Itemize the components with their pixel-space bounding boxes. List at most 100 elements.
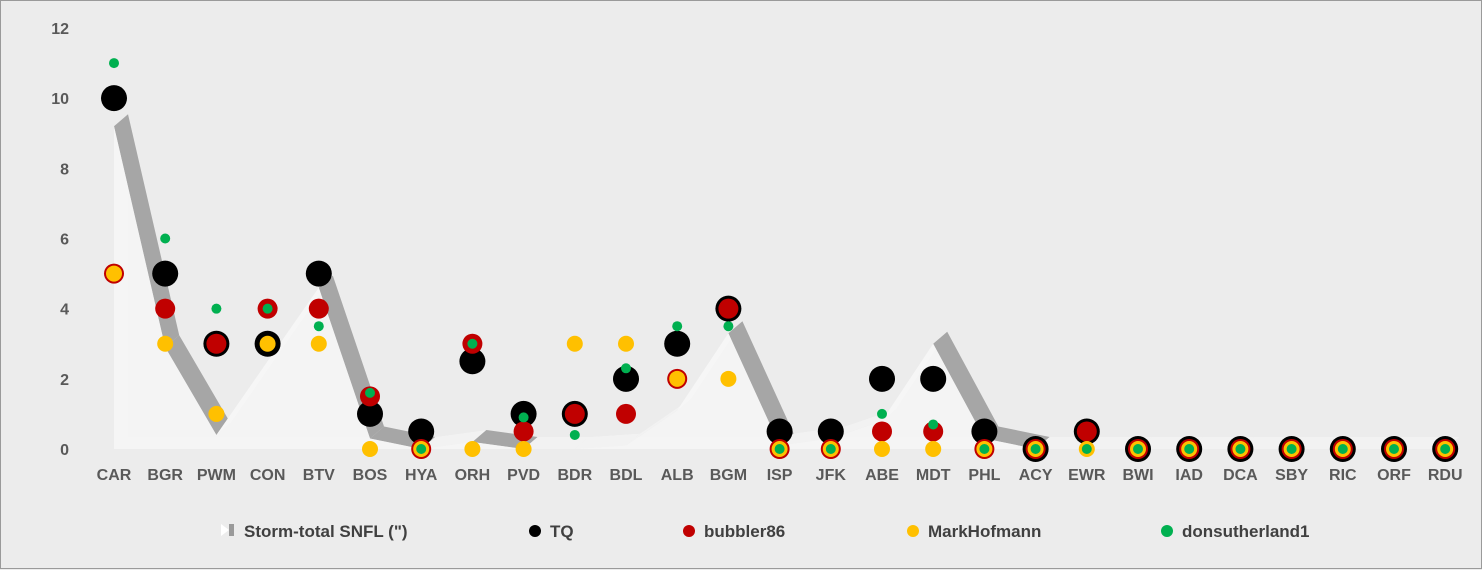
data-point (928, 419, 939, 430)
legend-swatch (907, 525, 919, 537)
y-axis: 0 2 4 6 8 10 12 (51, 21, 69, 459)
x-tick-label: ORF (1377, 467, 1411, 484)
data-point (925, 441, 942, 457)
x-axis: CAR BGR PWM CON BTV BOS HYA ORH PVD BDR BDL ALB BGM I… (97, 467, 1463, 484)
x-tick-label: IAD (1175, 467, 1203, 484)
x-tick-label: BOS (353, 467, 388, 484)
x-tick-label: ACY (1019, 467, 1053, 484)
y-tick-label: 4 (60, 302, 69, 319)
area-top-segment (933, 331, 999, 439)
data-point (1030, 444, 1041, 454)
data-point (357, 400, 383, 427)
data-point (310, 335, 327, 352)
x-tick-label: ABE (865, 467, 899, 484)
plot-area (101, 58, 1460, 462)
data-point (152, 260, 179, 287)
x-tick-label: BTV (303, 467, 335, 484)
data-point (408, 418, 435, 445)
x-tick-label: BGR (147, 467, 183, 484)
x-tick-label: HYA (405, 467, 438, 484)
data-point (308, 298, 329, 319)
area-top-segment (114, 114, 180, 348)
data-point (1081, 444, 1092, 454)
x-tick-label: RIC (1329, 467, 1357, 484)
data-point (1337, 444, 1348, 454)
x-tick-label: MDT (916, 467, 951, 484)
legend-swatch (683, 525, 695, 537)
data-point (1133, 444, 1143, 454)
data-point (720, 370, 737, 387)
legend-swatch-shadow (229, 524, 234, 536)
data-point (515, 441, 532, 457)
data-point (1440, 444, 1451, 454)
data-point (672, 321, 683, 332)
x-tick-label: BWI (1122, 467, 1153, 484)
series-markhofmann (106, 265, 1454, 457)
x-tick-label: ISP (767, 467, 793, 484)
data-point (101, 85, 127, 112)
data-point (971, 418, 998, 445)
data-point (211, 303, 222, 314)
y-tick-label: 12 (51, 21, 69, 38)
data-point (923, 421, 944, 442)
data-point (618, 335, 634, 352)
data-point (362, 441, 378, 457)
data-point (874, 441, 890, 457)
data-point (313, 321, 324, 332)
data-point (365, 387, 375, 398)
x-tick-label: ORH (455, 467, 491, 484)
data-point (160, 233, 171, 244)
legend-label: donsutherland1 (1182, 522, 1310, 541)
area-top-segment (421, 429, 487, 449)
data-point (869, 365, 895, 392)
x-tick-label: DCA (1223, 467, 1258, 484)
area-top-segment (574, 433, 640, 449)
data-point (416, 444, 427, 454)
x-tick-label: PVD (507, 467, 540, 484)
x-tick-label: EWR (1068, 467, 1106, 484)
data-point (208, 405, 225, 422)
data-point (157, 335, 174, 352)
x-tick-label: PWM (197, 467, 236, 484)
data-point (979, 444, 990, 454)
data-point (825, 444, 836, 454)
data-point (566, 335, 583, 352)
data-point (206, 333, 227, 354)
data-point (723, 321, 734, 332)
area-top-segment (728, 321, 794, 446)
data-point (305, 260, 332, 287)
area-top-segment (626, 398, 692, 446)
x-tick-label: RDU (1428, 467, 1463, 484)
data-point (1286, 444, 1297, 454)
area-top-segment (523, 437, 589, 449)
data-point (467, 338, 478, 349)
data-point (877, 408, 887, 419)
data-point (1076, 421, 1097, 442)
data-point (155, 298, 176, 319)
data-point (616, 403, 636, 424)
data-point (459, 348, 486, 375)
data-point (109, 58, 119, 69)
data-point (621, 363, 631, 374)
x-tick-label: PHL (968, 467, 1000, 484)
legend-swatch (221, 524, 229, 536)
data-point (718, 298, 739, 319)
y-tick-label: 10 (51, 91, 69, 108)
x-tick-label: JFK (816, 467, 847, 484)
data-point (262, 303, 273, 314)
data-point (569, 429, 580, 440)
data-point (464, 441, 481, 457)
data-point (1389, 444, 1399, 454)
x-tick-label: BGM (710, 467, 747, 484)
x-tick-label: CAR (97, 467, 132, 484)
data-point (1235, 444, 1246, 454)
legend-swatch (1161, 525, 1173, 537)
area-front-face (114, 126, 1446, 449)
legend-label: TQ (550, 522, 574, 541)
data-point (920, 365, 947, 392)
data-point (774, 444, 785, 454)
x-tick-label: SBY (1275, 467, 1308, 484)
data-point (518, 412, 529, 423)
x-tick-label: ALB (661, 467, 694, 484)
data-point (106, 265, 122, 282)
